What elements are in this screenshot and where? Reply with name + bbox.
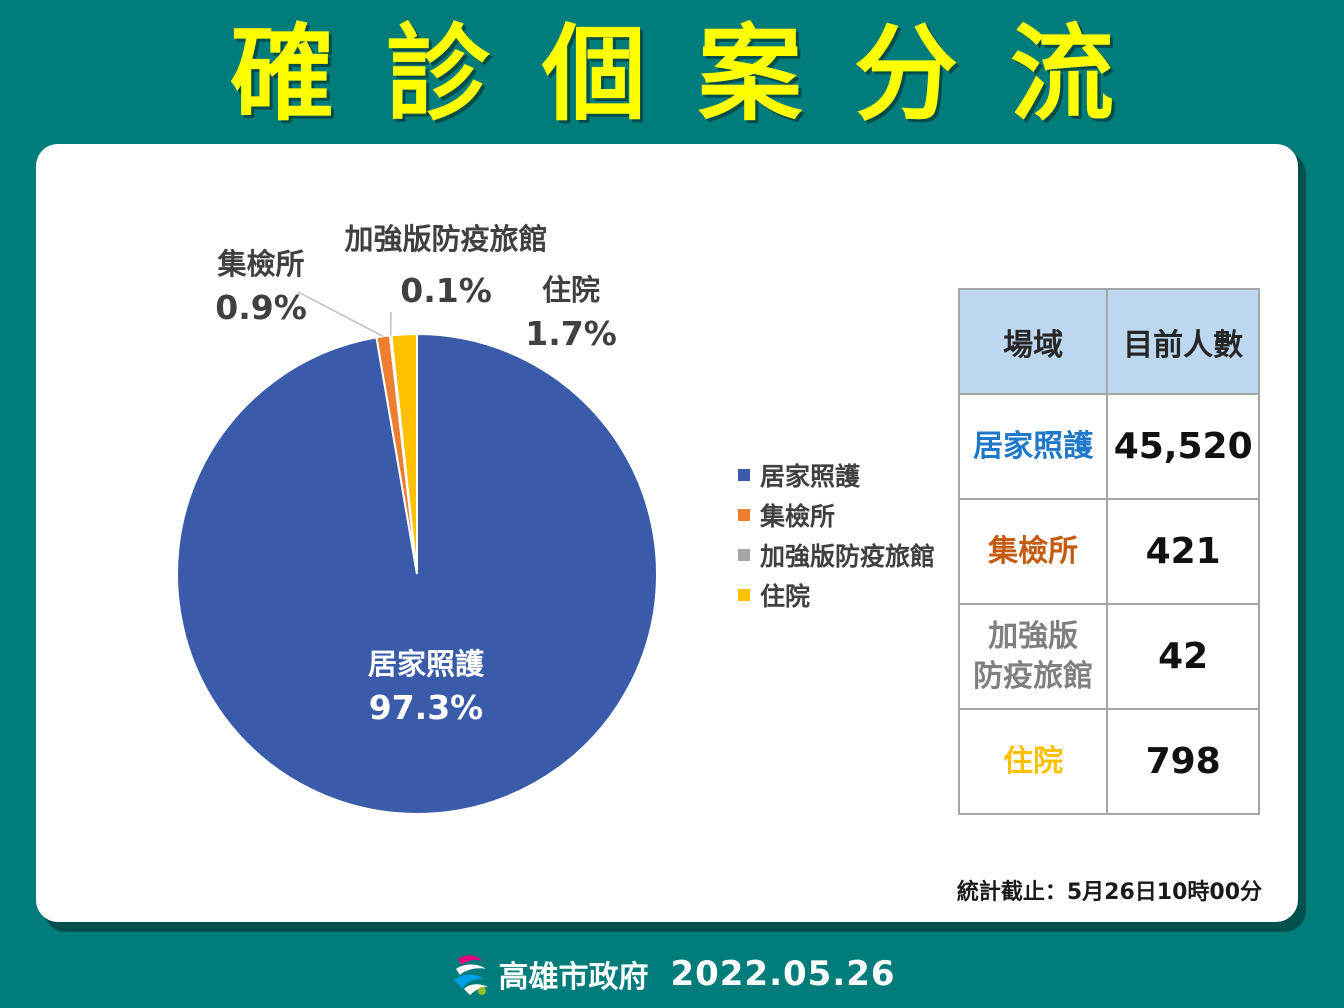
table-cell-count: 421 — [1106, 498, 1260, 605]
slice-label-3-pct: 0.1% — [400, 271, 492, 310]
data-cutoff-note: 統計截止：5月26日10時00分 — [956, 880, 1262, 905]
pie-chart — [176, 291, 658, 815]
slice-label-2-name: 集檢所 — [217, 247, 305, 281]
legend-label: 集檢所 — [760, 502, 836, 531]
legend-swatch — [738, 589, 750, 601]
table-header-count: 目前人數 — [1106, 288, 1260, 395]
legend-item: 集檢所 — [738, 495, 935, 535]
leader-line — [297, 291, 384, 338]
legend-swatch — [738, 469, 750, 481]
legend-label: 加強版防疫旅館 — [760, 542, 936, 571]
slice-label-3-name: 加強版防疫旅館 — [344, 222, 548, 256]
table-row: 集檢所 421 — [957, 498, 1260, 605]
slice-label-1: 居家照護 97.3% — [346, 644, 506, 732]
legend-swatch — [738, 549, 750, 561]
legend-item: 住院 — [738, 575, 935, 615]
slice-label-1-pct: 97.3% — [368, 688, 484, 727]
slice-label-2: 集檢所 0.9% — [206, 244, 316, 332]
table-cell-count: 42 — [1106, 603, 1260, 710]
table-cell-place: 集檢所 — [957, 498, 1109, 605]
legend-label: 居家照護 — [760, 462, 861, 491]
footer-date: 2022.05.26 — [670, 954, 896, 994]
legend-swatch — [738, 509, 750, 521]
table-header-place: 場域 — [957, 288, 1109, 395]
table-cell-count: 45,520 — [1106, 393, 1260, 500]
table-cell-place: 居家照護 — [957, 393, 1109, 500]
table-row: 住院 798 — [957, 708, 1260, 815]
kaohsiung-logo-icon — [454, 955, 489, 995]
page-title: 確診個案分流 — [229, 13, 1166, 135]
chart-legend: 居家照護 集檢所 加強版防疫旅館 住院 — [738, 455, 935, 615]
pie-slice-4 — [390, 332, 418, 575]
table-cell-place: 住院 — [957, 708, 1109, 815]
slice-label-2-pct: 0.9% — [215, 288, 307, 327]
legend-item: 加強版防疫旅館 — [738, 535, 935, 575]
slice-label-3: 加強版防疫旅館 0.1% — [326, 219, 566, 315]
footer-org: 高雄市政府 — [498, 960, 649, 995]
legend-item: 居家照護 — [738, 455, 935, 495]
slice-label-4-name: 住院 — [541, 273, 600, 307]
footer: 高雄市政府 2022.05.26 — [0, 946, 1344, 1002]
table-row: 居家照護 45,520 — [957, 393, 1260, 500]
slice-label-4-pct: 1.7% — [525, 314, 617, 353]
table-cell-place: 加強版 防疫旅館 — [957, 603, 1109, 710]
table-header-row: 場域 目前人數 — [957, 288, 1260, 395]
table-cell-count: 798 — [1106, 708, 1260, 815]
slice-label-4: 住院 1.7% — [516, 270, 626, 358]
legend-label: 住院 — [760, 582, 811, 611]
table-row: 加強版 防疫旅館 42 — [957, 603, 1260, 710]
slice-label-1-name: 居家照護 — [367, 647, 484, 681]
stats-table: 場域 目前人數 居家照護 45,520 集檢所 421 加強版 防疫旅館 42 … — [957, 288, 1260, 815]
